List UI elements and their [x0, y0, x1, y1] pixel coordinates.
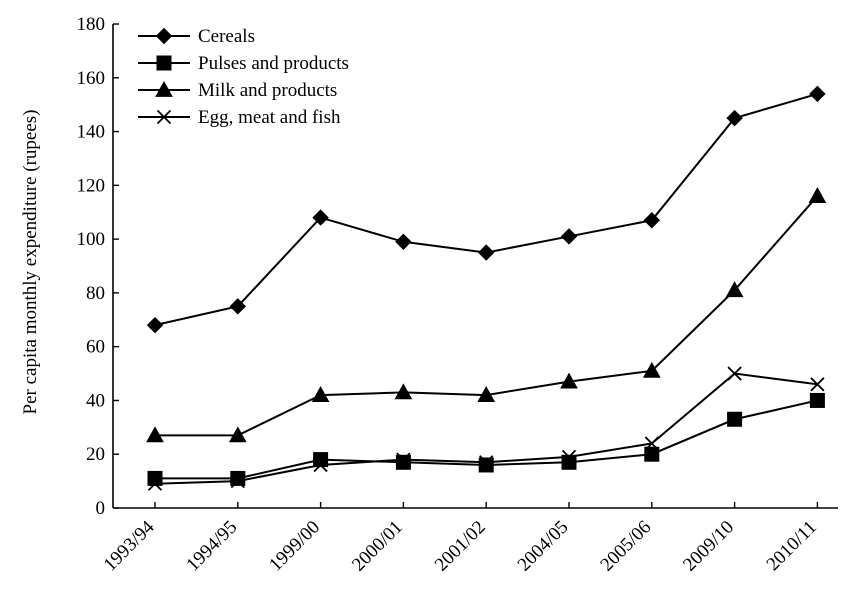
data-point — [230, 470, 246, 486]
legend-label: Egg, meat and fish — [198, 107, 341, 128]
y-tick-label: 0 — [96, 498, 106, 519]
y-tick-label: 160 — [77, 68, 106, 89]
data-point — [146, 426, 164, 443]
data-point — [313, 457, 328, 473]
data-point — [478, 457, 494, 473]
data-point — [726, 109, 743, 127]
x-tick-label: 2009/10 — [679, 517, 738, 576]
series-triangle — [146, 187, 827, 443]
legend-marker — [155, 80, 173, 97]
series-square — [147, 392, 825, 486]
y-tick-label: 60 — [86, 337, 105, 358]
data-point — [561, 449, 577, 465]
legend-item: Pulses and products — [138, 53, 349, 74]
data-point — [479, 455, 494, 470]
data-point — [229, 298, 247, 315]
y-tick-label: 120 — [77, 175, 106, 196]
legend-marker — [156, 109, 172, 125]
series-x — [147, 366, 825, 491]
y-ticks: 0 20 40 60 80 100 120 140 160 180 — [77, 14, 119, 519]
data-point — [643, 212, 661, 229]
y-tick-label: 40 — [86, 390, 105, 411]
x-tick-label: 1999/00 — [265, 517, 324, 576]
x-tick-label: 2001/02 — [431, 517, 490, 576]
legend-label: Cereals — [198, 26, 255, 47]
data-point — [808, 187, 827, 203]
data-point — [395, 233, 412, 251]
data-point — [146, 316, 164, 334]
data-point — [809, 85, 826, 103]
legend-label: Milk and products — [198, 80, 337, 101]
data-point — [228, 426, 247, 443]
data-point — [396, 452, 411, 467]
legend-marker — [155, 27, 173, 45]
data-point — [560, 228, 578, 245]
legend: Cereals Pulses and products Milk and produ… — [138, 26, 349, 128]
legend-item: Egg, meat and fish — [138, 107, 341, 128]
y-tick-label: 20 — [86, 444, 105, 465]
data-point — [395, 454, 411, 470]
data-point — [477, 386, 496, 402]
legend-label: Pulses and products — [198, 53, 349, 74]
data-point — [644, 446, 660, 462]
data-point — [147, 476, 163, 491]
data-point — [561, 454, 577, 470]
y-tick-label: 80 — [86, 283, 105, 304]
data-point — [642, 361, 661, 378]
data-point — [147, 470, 163, 486]
y-tick-label: 180 — [77, 14, 106, 35]
data-point — [230, 473, 245, 489]
x-tick-label: 2000/01 — [348, 517, 407, 576]
legend-item: Milk and products — [138, 80, 337, 101]
data-point — [394, 383, 413, 400]
x-ticks: 1993/94 1994/95 1999/00 2000/01 2001/02 2004/… — [100, 502, 821, 576]
y-tick-label: 140 — [77, 122, 106, 143]
series-layer — [146, 85, 827, 491]
data-point — [810, 377, 825, 392]
legend-item: Cereals — [138, 26, 255, 47]
x-tick-label: 2005/06 — [596, 517, 655, 576]
series-diamond — [146, 85, 826, 334]
data-point — [313, 452, 329, 468]
legend-marker — [156, 55, 172, 71]
data-point — [644, 436, 659, 451]
data-point — [477, 244, 495, 261]
x-tick-label: 2010/11 — [763, 517, 821, 575]
data-point — [312, 209, 329, 226]
data-point — [727, 366, 742, 381]
data-point — [725, 281, 744, 298]
data-point — [727, 411, 743, 427]
series-line — [154, 92, 818, 327]
data-point — [809, 392, 825, 408]
data-point — [560, 372, 578, 389]
x-tick-label: 1993/94 — [100, 516, 159, 575]
x-tick-label: 2004/05 — [514, 517, 573, 576]
x-tick-label: 1994/95 — [182, 517, 241, 576]
y-tick-label: 100 — [77, 229, 106, 250]
data-point — [311, 386, 330, 402]
y-axis-title: Per capita monthly expenditure (rupees) — [20, 110, 41, 415]
